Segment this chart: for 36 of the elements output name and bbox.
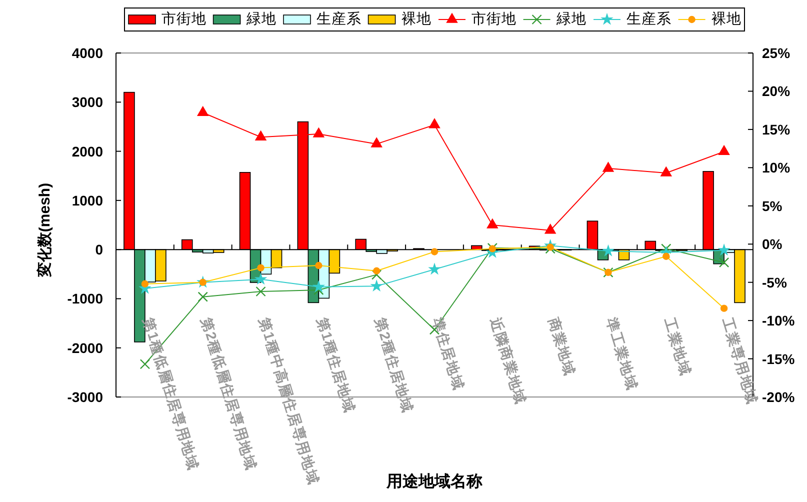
- y-tick-label: 1000: [72, 192, 104, 208]
- x-tick-label: 商業地域: [545, 314, 579, 378]
- x-tick-label: 工業専用地域: [719, 314, 762, 406]
- y2-tick-label: 5%: [762, 198, 783, 214]
- y2-tick-label: 15%: [762, 121, 791, 138]
- legend-label: 市街地: [162, 10, 206, 28]
- x-tick-label: 準住居地域: [430, 314, 468, 392]
- legend-label: 緑地: [555, 10, 586, 28]
- x-tick-label: 第1種住居地域: [314, 314, 358, 415]
- y2-tick-label: -10%: [762, 312, 796, 329]
- x-axis-title: 用途地域名称: [386, 472, 482, 490]
- y2-tick-label: 10%: [762, 160, 791, 176]
- y2-tick-label: -5%: [762, 274, 788, 290]
- y-tick-label: -3000: [67, 389, 104, 405]
- y-axis-title: 変化数(mesh): [36, 182, 54, 278]
- y2-tick-label: 25%: [762, 45, 791, 61]
- x-tick-label: 工業地域: [661, 314, 694, 378]
- x-tick-label: 準工業地域: [603, 314, 641, 392]
- y-tick-label: 0: [95, 242, 104, 258]
- legend-label: 裸地: [401, 10, 432, 28]
- y-tick-label: -1000: [67, 290, 104, 307]
- x-tick-label: 近隣商業地域: [487, 314, 530, 406]
- legend-label: 生産系: [626, 10, 672, 28]
- legend-label: 緑地: [245, 10, 276, 28]
- y-tick-label: 3000: [72, 94, 104, 110]
- y-tick-label: 2000: [72, 143, 104, 160]
- y2-tick-label: -15%: [762, 350, 796, 367]
- legend-label: 裸地: [711, 10, 742, 28]
- y2-tick-label: -20%: [762, 389, 796, 405]
- legend-label: 市街地: [472, 10, 516, 28]
- y2-tick-label: 0%: [762, 236, 783, 252]
- legend-label: 生産系: [316, 10, 362, 28]
- y-tick-label: 4000: [72, 45, 104, 61]
- y2-tick-label: 20%: [762, 83, 791, 100]
- x-tick-label: 第2種住居地域: [372, 314, 416, 415]
- y-tick-label: -2000: [67, 340, 104, 356]
